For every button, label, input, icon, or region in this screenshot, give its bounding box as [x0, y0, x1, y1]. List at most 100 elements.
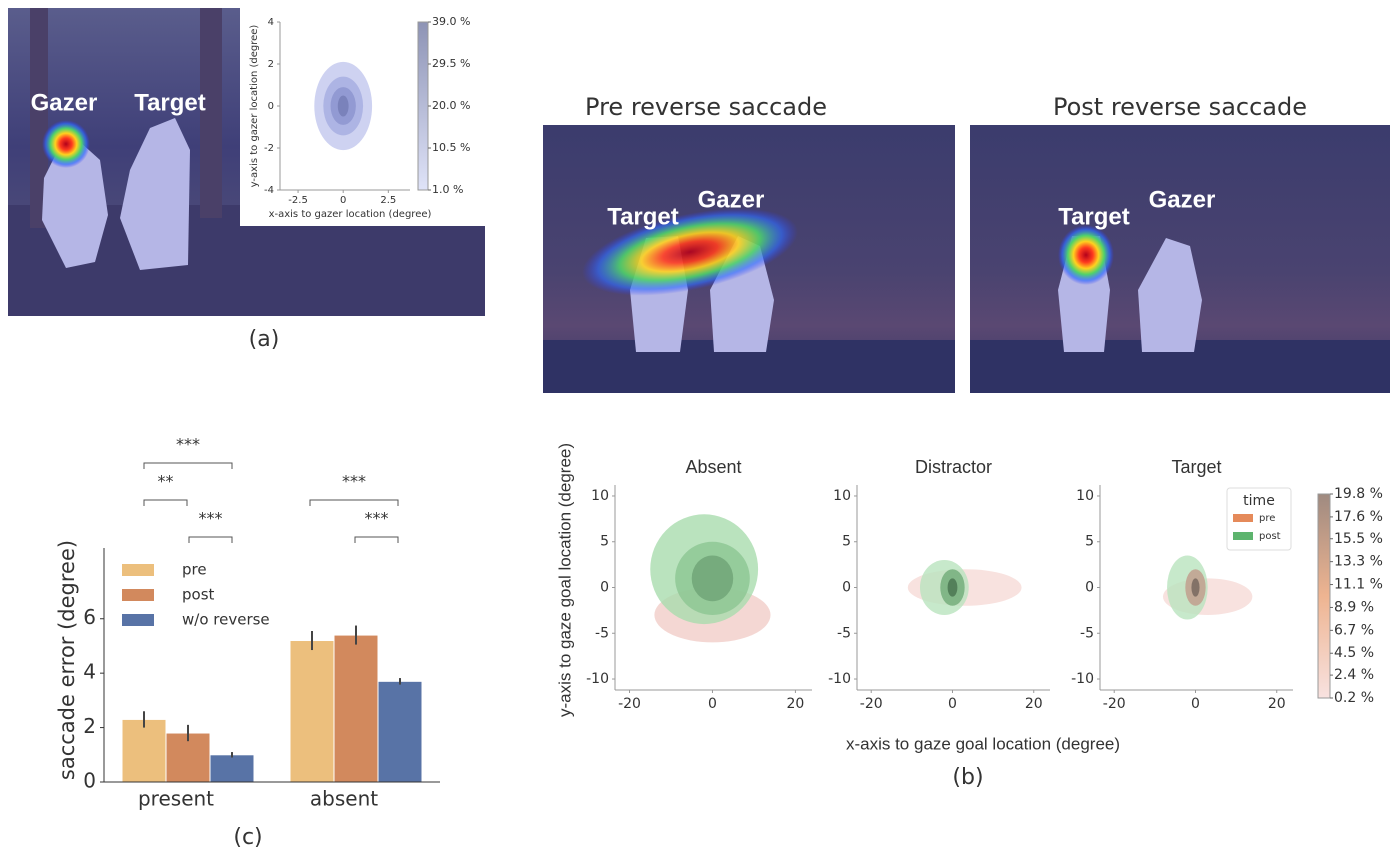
legend-label: pre [1259, 513, 1275, 524]
x-tick-label: 0 [708, 696, 717, 712]
colorbar-tick-label: 6.7 % [1334, 622, 1374, 638]
density-contour [338, 96, 349, 117]
legend-swatch [122, 564, 154, 576]
colorbar-tick-label: 10.5 % [432, 141, 470, 154]
x-axis-label: x-axis to gaze goal location (degree) [846, 734, 1120, 753]
colorbar-tick-label: 0.2 % [1334, 690, 1374, 706]
colorbar-tick-label: 20.0 % [432, 99, 470, 112]
x-tick-label: -2.5 [288, 195, 308, 206]
x-tick-label: 0 [340, 195, 346, 206]
significance-label: *** [199, 509, 223, 528]
bar [378, 681, 422, 782]
colorbar-tick-label: 17.6 % [1334, 509, 1383, 525]
panel-label: (a) [249, 327, 280, 352]
x-tick-label: 20 [786, 696, 804, 712]
significance-bracket [144, 463, 232, 469]
figure: Gazer Target (a) Pre reverse saccade Pos… [0, 0, 1398, 854]
bar [122, 719, 166, 782]
y-tick-label: 5 [1085, 534, 1094, 550]
colorbar [418, 22, 428, 190]
y-tick-label: 5 [600, 534, 609, 550]
panel-title: Target [1171, 457, 1221, 477]
x-tick-label: 20 [1268, 696, 1286, 712]
gazer-label: Gazer [1149, 186, 1216, 213]
y-tick-label: 5 [842, 534, 851, 550]
y-axis-label: y-axis to gaze goal location (degree) [555, 443, 574, 717]
density-contour [948, 578, 958, 596]
significance-bracket [189, 537, 232, 543]
colorbar-tick-label: 11.1 % [1334, 577, 1383, 593]
y-tick-label: 4 [268, 17, 274, 28]
colorbar-tick-label: 13.3 % [1334, 554, 1383, 570]
target-label: Target [1058, 203, 1130, 230]
y-tick-label: -10 [1071, 671, 1094, 687]
heatmap [1058, 225, 1114, 285]
panel-title: Absent [685, 457, 741, 477]
y-tick-label: 10 [591, 488, 609, 504]
legend-swatch [122, 614, 154, 626]
x-tick-label: absent [310, 787, 378, 811]
x-axis-label: x-axis to gazer location (degree) [269, 209, 432, 220]
density-contour [1191, 578, 1199, 596]
legend-label: pre [182, 561, 207, 579]
y-tick-label: 4 [83, 660, 96, 684]
colorbar-tick-label: 19.8 % [1334, 486, 1383, 502]
colorbar-tick-label: 39.0 % [432, 15, 470, 28]
y-tick-label: -4 [264, 185, 274, 196]
colorbar-tick-label: 8.9 % [1334, 599, 1374, 615]
y-tick-label: 0 [1085, 580, 1094, 596]
y-tick-label: 0 [268, 101, 274, 112]
y-tick-label: 2 [268, 59, 274, 70]
x-tick-label: 0 [1191, 696, 1200, 712]
photo-a: Gazer Target [8, 8, 485, 316]
legend-swatch [1233, 514, 1253, 522]
y-tick-label: -10 [828, 671, 851, 687]
panel-title: Distractor [915, 457, 992, 477]
y-tick-label: -5 [595, 625, 609, 641]
y-tick-label: 0 [83, 769, 96, 793]
y-tick-label: 10 [833, 488, 851, 504]
photo-title: Post reverse saccade [1053, 93, 1307, 121]
significance-bracket [144, 500, 187, 506]
y-tick-label: -10 [586, 671, 609, 687]
significance-bracket [310, 500, 398, 506]
y-axis-label: saccade error (degree) [55, 540, 79, 780]
y-tick-label: 2 [83, 714, 96, 738]
legend-label: post [182, 586, 215, 604]
colorbar-tick-label: 1.0 % [432, 183, 463, 196]
x-tick-label: -20 [860, 696, 883, 712]
y-tick-label: -2 [264, 143, 274, 154]
significance-label: *** [342, 472, 366, 491]
colorbar-tick-label: 4.5 % [1334, 645, 1374, 661]
heatmap [42, 120, 90, 168]
y-tick-label: -5 [1080, 625, 1094, 641]
legend-label: w/o reverse [182, 611, 270, 629]
y-tick-label: 0 [842, 580, 851, 596]
y-tick-label: 6 [83, 605, 96, 629]
panel-label: (c) [233, 825, 262, 850]
colorbar-tick-label: 2.4 % [1334, 667, 1374, 683]
photo-title: Pre reverse saccade [585, 93, 827, 121]
x-tick-label: 2.5 [380, 195, 396, 206]
x-tick-label: 20 [1025, 696, 1043, 712]
gazer-label: Gazer [698, 186, 765, 213]
density-contour [692, 555, 733, 601]
significance-bracket [355, 537, 398, 543]
y-tick-label: -5 [837, 625, 851, 641]
bar [210, 755, 254, 782]
photo-post: Target Gazer [970, 125, 1390, 393]
y-axis-label: y-axis to gazer location (degree) [249, 25, 260, 188]
significance-label: ** [158, 472, 174, 491]
panel-label: (b) [952, 765, 983, 790]
photo-pre: Target Gazer [543, 125, 955, 393]
legend-title: time [1243, 493, 1275, 509]
legend-label: post [1259, 531, 1281, 542]
target-label: Target [134, 89, 206, 116]
significance-label: *** [176, 435, 200, 454]
x-tick-label: 0 [948, 696, 957, 712]
target-label: Target [607, 203, 679, 230]
x-tick-label: -20 [618, 696, 641, 712]
colorbar-tick-label: 29.5 % [432, 57, 470, 70]
bar [290, 641, 334, 782]
legend-swatch [122, 589, 154, 601]
